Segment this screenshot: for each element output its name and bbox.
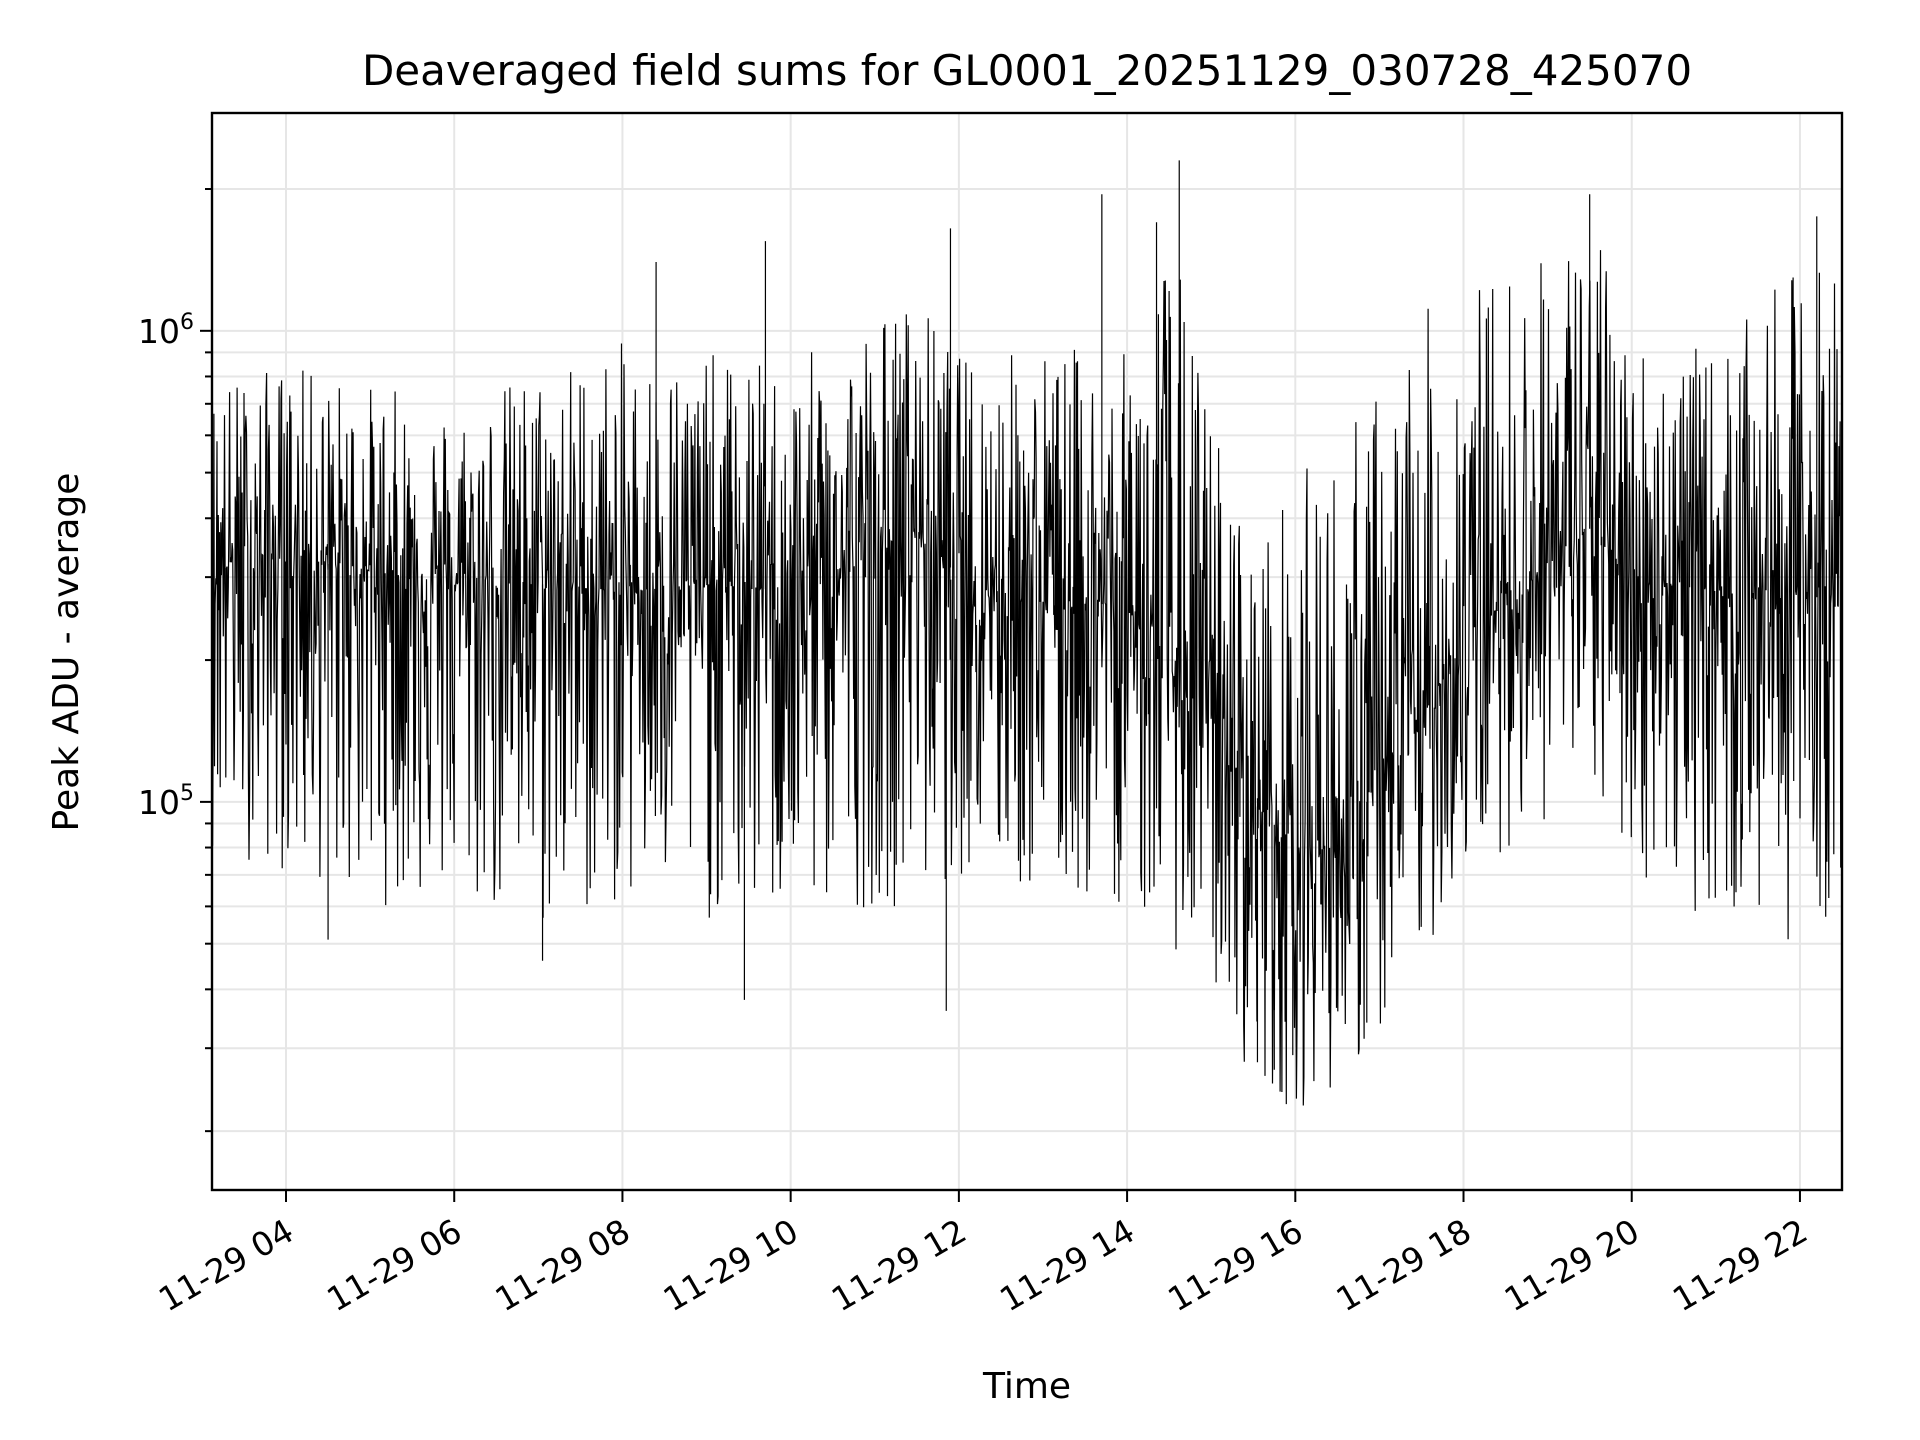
x-tick-label: 11-29 22	[1666, 1211, 1814, 1319]
x-tick-label: 11-29 06	[320, 1211, 468, 1319]
x-tick-label: 11-29 14	[993, 1211, 1141, 1319]
series-line	[211, 250, 1843, 1106]
x-tick-label: 11-29 08	[488, 1211, 636, 1319]
x-tick-label: 11-29 16	[1161, 1211, 1309, 1319]
x-tick-label: 11-29 10	[657, 1211, 805, 1319]
x-tick-label: 11-29 18	[1330, 1211, 1478, 1319]
plot-frame	[210, 111, 1844, 1192]
series-group	[211, 160, 1843, 1106]
chart-title: Deaveraged field sums for GL0001_2025112…	[362, 46, 1692, 95]
x-axis-label: Time	[982, 1366, 1071, 1407]
y-axis-label: Peak ADU - average	[46, 473, 87, 832]
x-tick-label: 11-29 20	[1498, 1211, 1646, 1319]
y-tick-label: 105	[138, 781, 194, 822]
y-tick-label: 106	[138, 310, 194, 351]
ticks: 11-29 04 11-29 06 11-29 08 11-29 10 11-29 12…	[138, 188, 1814, 1319]
x-tick-label: 11-29 04	[152, 1211, 300, 1319]
x-tick-label: 11-29 12	[825, 1211, 973, 1319]
